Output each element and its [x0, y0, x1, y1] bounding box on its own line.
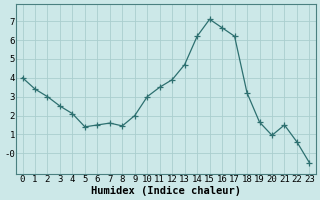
X-axis label: Humidex (Indice chaleur): Humidex (Indice chaleur)	[91, 186, 241, 196]
